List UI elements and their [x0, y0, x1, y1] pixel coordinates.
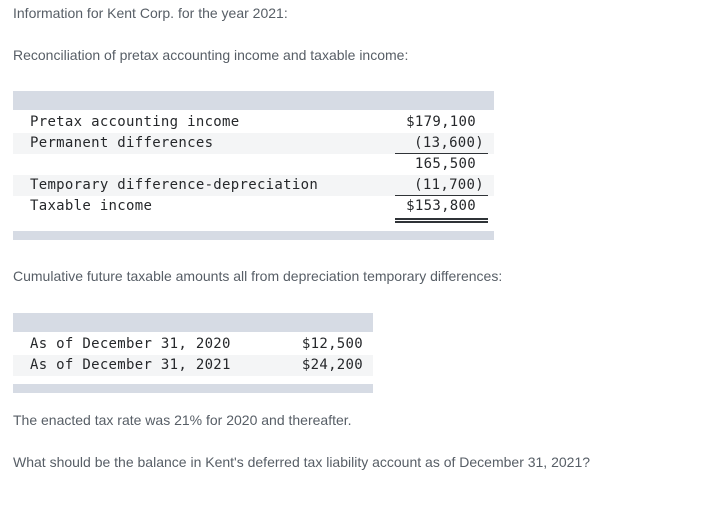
- table-row: Temporary difference-depreciation (11,70…: [13, 175, 494, 196]
- row-label: Permanent differences: [30, 135, 214, 151]
- tax-rate-note: The enacted tax rate was 21% for 2020 an…: [13, 412, 352, 428]
- table-row: 165,500: [13, 154, 494, 175]
- row-value: 165,500: [414, 156, 476, 172]
- table-row: As of December 31, 2020 $12,500: [13, 334, 373, 355]
- table-row: Permanent differences (13,600): [13, 133, 494, 154]
- question-body: Information for Kent Corp. for the year …: [13, 3, 712, 472]
- row-value: (13,600): [395, 133, 488, 154]
- intro-text: Information for Kent Corp. for the year …: [13, 5, 288, 21]
- reconciliation-heading: Reconciliation of pretax accounting inco…: [13, 47, 409, 63]
- table-row: Taxable income $153,800: [13, 196, 494, 224]
- row-label: As of December 31, 2020: [30, 336, 231, 352]
- row-label: As of December 31, 2021: [30, 357, 231, 373]
- table-footer-band: [13, 231, 494, 240]
- row-label: Taxable income: [30, 198, 153, 214]
- question-text: What should be the balance in Kent's def…: [13, 454, 591, 470]
- table-header-band: [13, 313, 373, 332]
- row-label: [13, 154, 30, 175]
- table-footer-band: [13, 384, 373, 393]
- cumulative-heading: Cumulative future taxable amounts all fr…: [13, 268, 503, 284]
- row-label: Pretax accounting income: [30, 114, 240, 130]
- cumulative-table: As of December 31, 2020 $12,500 As of De…: [13, 313, 373, 393]
- table-header-band: [13, 91, 494, 110]
- row-label: Temporary difference-depreciation: [30, 177, 319, 193]
- row-value: (11,700): [395, 175, 488, 196]
- row-value: $12,500: [301, 336, 363, 352]
- row-value: $179,100: [406, 114, 476, 130]
- reconciliation-table: Pretax accounting income $179,100 Perman…: [13, 91, 494, 240]
- row-value: $153,800: [395, 196, 488, 223]
- row-value: $24,200: [301, 357, 363, 373]
- table-row: As of December 31, 2021 $24,200: [13, 355, 373, 376]
- table-row: Pretax accounting income $179,100: [13, 112, 494, 133]
